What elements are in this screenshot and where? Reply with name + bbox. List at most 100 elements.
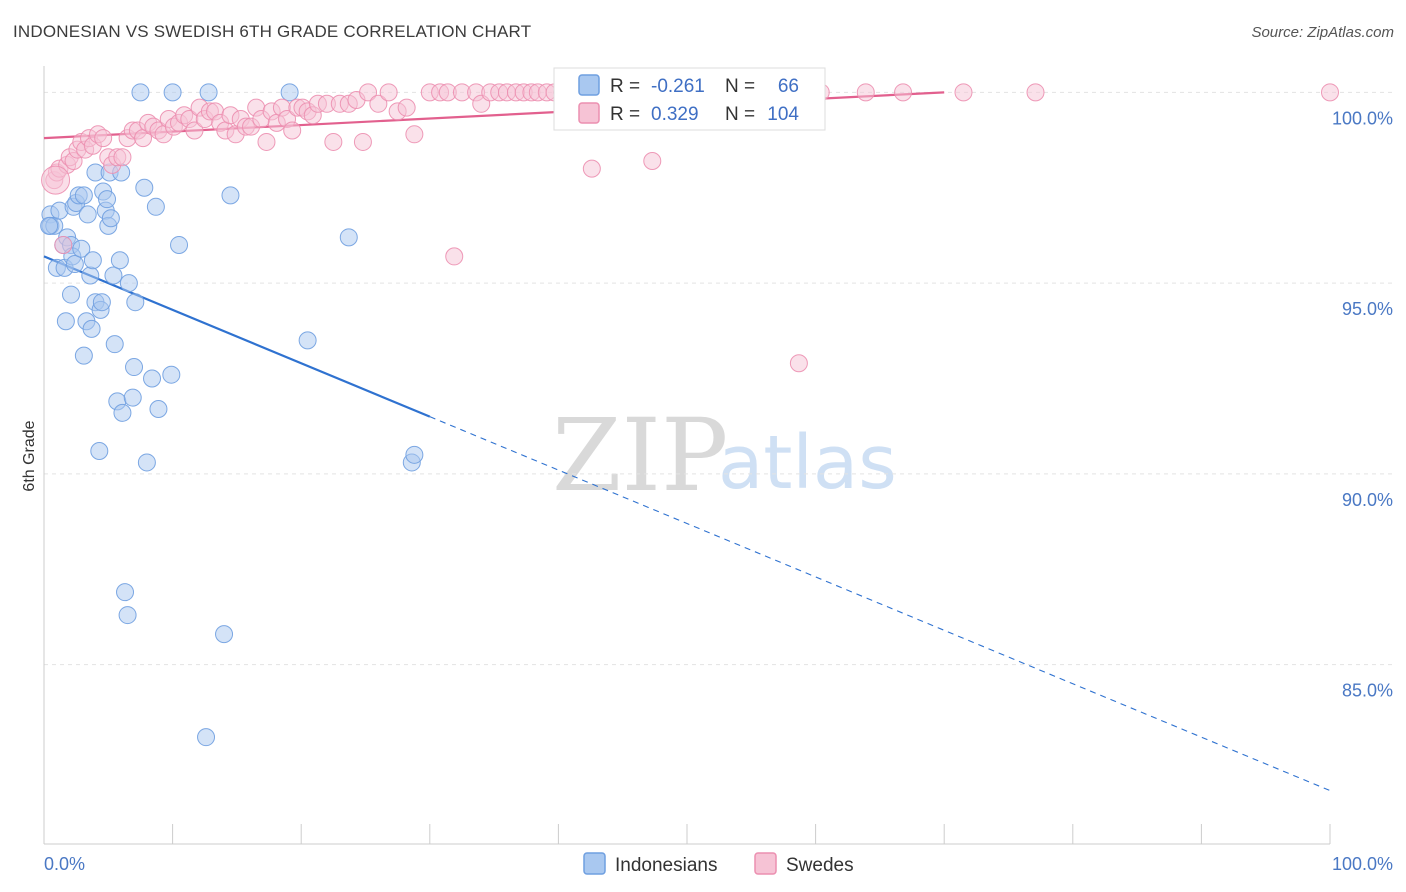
point-indonesians-64 [405,445,424,464]
legend-r-value-swedes: 0.329 [651,104,699,125]
point-swedes-61 [353,132,372,151]
gridlines [44,91,1392,666]
point-swedes-102 [1321,83,1339,102]
y-tick-label-2: 90.0% [1342,490,1393,510]
legend-r-value-indonesians: -0.261 [651,76,705,97]
point-indonesians-36 [105,335,124,354]
point-swedes-100 [954,83,973,102]
point-indonesians-38 [110,251,129,270]
point-swedes-31 [185,121,204,140]
legend-n-label-indonesians: N = [725,76,755,97]
point-swedes-3 [54,235,73,254]
axes [43,66,1331,845]
point-indonesians-28 [92,293,111,312]
point-indonesians-26 [90,442,109,460]
point-indonesians-55 [170,235,189,254]
legend-r-label-swedes: R = [610,104,640,125]
legend-r-label-indonesians: R = [610,76,640,97]
series-legend: Indonesians Swedes [583,852,854,876]
y-tick-label-1: 95.0% [1342,299,1393,319]
point-indonesians-31 [98,190,117,209]
watermark: ZIP atlas [552,397,897,514]
point-swedes-50 [283,121,302,140]
point-indonesians-34 [101,209,120,228]
legend-n-label-swedes: N = [725,104,755,125]
y-tick-label-0: 100.0% [1332,108,1393,128]
trend-line-extension-indonesians [429,416,1331,792]
point-indonesians-16 [72,239,91,258]
x-tick-label-left: 0.0% [44,854,85,874]
legend-n-value-swedes: 104 [767,104,799,125]
legend-swatch-indonesians [578,74,600,96]
point-indonesians-45 [125,358,144,377]
point-swedes-57 [324,132,343,151]
point-indonesians-22 [82,319,101,338]
point-swedes-67 [405,125,424,144]
point-indonesians-42 [118,606,137,625]
point-indonesians-46 [126,293,145,312]
point-indonesians-60 [280,83,299,102]
point-swedes-63 [369,94,388,113]
point-indonesians-12 [65,255,84,274]
point-swedes-91 [643,152,662,171]
point-indonesians-21 [81,266,100,285]
trend-line-indonesians [43,255,431,418]
point-indonesians-47 [131,83,150,102]
point-indonesians-51 [146,197,165,216]
legend-swatch-swedes [578,102,600,124]
y-axis-label: 6th Grade [21,420,38,491]
point-indonesians-49 [137,453,156,472]
point-indonesians-18 [74,346,93,365]
x-tick-label-right: 100.0% [1332,854,1393,874]
y-tick-label-3: 85.0% [1342,681,1393,701]
point-indonesians-53 [162,365,181,384]
point-swedes-96 [789,354,808,373]
point-indonesians-23 [83,251,102,270]
point-indonesians-58 [215,625,234,644]
data-points [40,83,1339,747]
series-legend-swatch-swedes [754,852,777,875]
watermark-zip: ZIP [552,397,728,514]
point-indonesians-61 [298,331,317,350]
point-indonesians-9 [56,312,75,331]
point-swedes-17 [113,148,132,167]
point-swedes-66 [397,98,416,117]
point-indonesians-52 [149,400,168,419]
point-indonesians-20 [78,205,97,224]
point-indonesians-10 [62,285,81,304]
point-indonesians-43 [119,274,138,293]
point-swedes-45 [257,132,276,151]
point-swedes-98 [856,83,875,102]
point-indonesians-17 [74,186,93,205]
point-indonesians-62 [339,228,358,247]
point-indonesians-57 [199,83,218,102]
point-indonesians-35 [104,266,123,285]
series-legend-label-indonesians: Indonesians [615,855,717,876]
point-swedes-103 [41,165,71,195]
point-indonesians-56 [197,728,216,747]
point-indonesians-50 [143,369,162,388]
point-indonesians-65 [40,216,59,235]
point-swedes-71 [445,247,464,266]
point-indonesians-44 [123,388,142,407]
chart-source: Source: ZipAtlas.com [1251,24,1394,41]
point-swedes-62 [359,83,378,102]
point-indonesians-40 [113,403,132,422]
point-indonesians-54 [163,83,182,102]
point-swedes-101 [1026,83,1045,102]
point-swedes-99 [894,83,913,102]
stats-legend: R = -0.261 N = 66 R = 0.329 N = 104 [553,67,826,131]
y-tick-labels: 100.0% 95.0% 90.0% 85.0% [1332,108,1393,700]
point-indonesians-48 [135,178,154,197]
series-legend-swatch-indonesians [583,852,606,875]
series-legend-label-swedes: Swedes [786,855,854,876]
point-swedes-86 [582,159,601,178]
point-swedes-64 [379,83,398,102]
point-indonesians-59 [221,186,240,205]
series-indonesians [40,83,424,747]
chart-title: INDONESIAN VS SWEDISH 6TH GRADE CORRELAT… [13,22,532,41]
point-indonesians-41 [116,583,135,602]
legend-n-value-indonesians: 66 [778,76,799,97]
watermark-atlas: atlas [718,420,897,506]
